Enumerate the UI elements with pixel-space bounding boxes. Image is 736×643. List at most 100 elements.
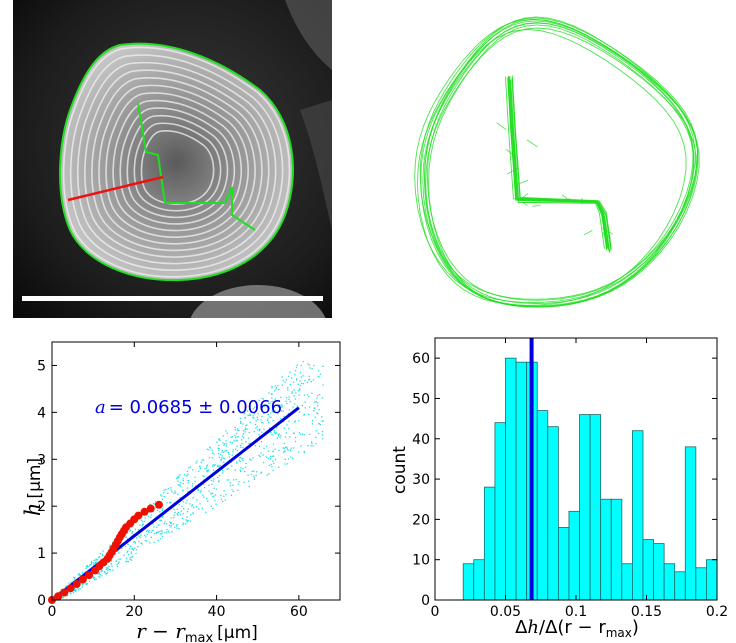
scatter-point (314, 401, 316, 403)
scatter-point (257, 418, 259, 421)
scatter-point (92, 576, 94, 578)
scatter-point (286, 448, 288, 450)
scatter-point (244, 417, 246, 419)
scatter-point (256, 416, 258, 418)
scatter-point (154, 507, 157, 509)
scatter-point (212, 464, 214, 466)
scatter-point (288, 396, 290, 398)
scatter-point (249, 414, 252, 416)
scatter-point (145, 530, 147, 533)
scatter-point (289, 436, 291, 438)
scatter-point (313, 407, 315, 409)
histogram-bar (589, 414, 602, 601)
scatter-point (141, 525, 143, 527)
scatter-point (220, 494, 222, 497)
scatter-point (218, 465, 220, 467)
scatter-point (176, 508, 179, 510)
scatter-point (298, 432, 301, 434)
scatter-point (278, 449, 280, 452)
scatter-point (170, 522, 172, 524)
scatter-point (77, 589, 80, 591)
scatter-point (205, 511, 207, 514)
scatter-point (135, 552, 137, 555)
scatter-point (242, 433, 245, 435)
scatter-point (278, 388, 280, 391)
scatter-point (240, 470, 242, 473)
scatter-point (203, 496, 205, 498)
scatter-point (213, 478, 215, 480)
scatter-point (268, 473, 270, 475)
scatter-point (234, 429, 237, 431)
scatter-point (206, 470, 208, 472)
scatter-point (105, 567, 108, 569)
scatter-point (232, 490, 234, 493)
histogram-bar (483, 486, 496, 601)
scatter-point (194, 476, 196, 478)
scatter-point (165, 488, 167, 491)
scatter-point (130, 559, 133, 561)
scatter-point (74, 588, 76, 590)
scatter-point (213, 453, 215, 455)
scatter-point (287, 387, 289, 389)
scatter-point (241, 439, 243, 441)
scatter-point (291, 377, 293, 379)
scatter-point (255, 474, 257, 477)
scatter-point (161, 533, 163, 535)
scatter-point (183, 522, 185, 524)
scatter-point (278, 466, 280, 468)
traced-contour (425, 27, 697, 307)
scatter-point (230, 494, 232, 496)
scatter-point (249, 442, 252, 444)
scatter-point (177, 511, 180, 514)
scatter-point (260, 419, 262, 421)
scatter-point (219, 453, 222, 455)
scatter-point (217, 464, 219, 467)
scatter-point (286, 463, 288, 465)
scatter-point (291, 392, 293, 394)
scatter-point (133, 541, 135, 543)
scatter-point (293, 432, 295, 434)
scatter-point (221, 451, 223, 453)
scatter-point (238, 481, 240, 483)
scatter-point (300, 433, 302, 435)
scatter-point (85, 583, 87, 585)
scatter-point (214, 464, 216, 466)
scatter-point (315, 401, 317, 403)
scatter-point (187, 473, 189, 475)
scatter-point (299, 384, 302, 387)
histogram-bar (695, 567, 707, 601)
scatter-point (159, 511, 161, 513)
scatter-point (270, 463, 272, 466)
scatter-point (200, 461, 202, 463)
scatter-point (138, 535, 140, 537)
scatter-y-label: h [μm] (21, 458, 45, 516)
scatter-point (134, 528, 136, 530)
scatter-point (197, 489, 199, 492)
scatter-point (283, 427, 285, 429)
scatter-point (204, 486, 206, 489)
scatter-point (226, 479, 228, 481)
scatter-point (68, 582, 70, 584)
scatter-point (288, 398, 290, 401)
scatter-point (180, 510, 182, 512)
scatter-point (179, 484, 181, 486)
scatter-point (140, 534, 142, 536)
scatter-point (125, 557, 128, 559)
scatter-point (132, 531, 134, 533)
scatter-point (170, 502, 172, 504)
scatter-point (108, 568, 110, 570)
scatter-point (169, 502, 171, 504)
scatter-point (160, 494, 162, 496)
scatter-point (272, 411, 274, 413)
scatter-point (222, 472, 224, 474)
scatter-point (271, 410, 273, 412)
scatter-point (297, 451, 300, 453)
scatter-point (213, 487, 215, 489)
scatter-point (151, 529, 153, 532)
scatter-point (216, 441, 218, 443)
scatter-point (203, 475, 205, 478)
scatter-point (144, 534, 146, 537)
scatter-point (177, 493, 179, 495)
scatter-point (238, 459, 240, 461)
histogram-x-label: Δh/Δ(r − rmax) (515, 617, 639, 640)
